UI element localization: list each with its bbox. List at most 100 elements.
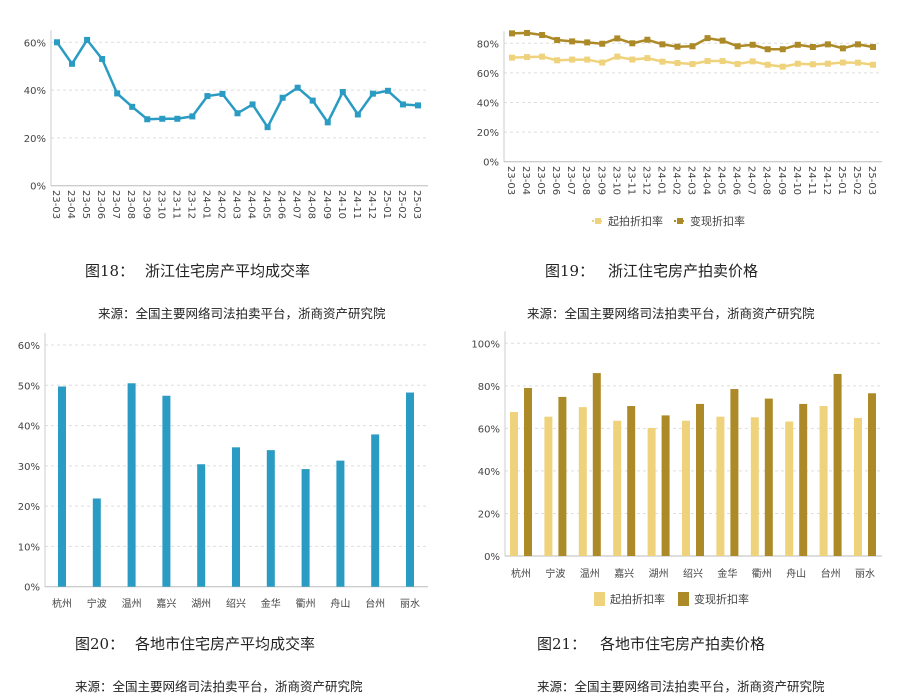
figure-20-source: 来源：全国主要网络司法拍卖平台，浙商资产研究院 <box>75 679 363 694</box>
x-tick-label: 湖州 <box>649 568 669 580</box>
data-point <box>794 60 801 67</box>
x-tick-label: 23-09 <box>595 166 606 195</box>
x-tick-label: 24-11 <box>806 166 817 195</box>
bar <box>558 396 567 556</box>
data-point <box>644 36 651 43</box>
chart-2: 0% 10% 20% 30% 40% 50% 60% 杭州 宁波 温州 嘉兴 湖州 绍兴 金华 衢州 舟山 台州… <box>18 333 428 610</box>
x-tick-label: 23-08 <box>125 190 136 219</box>
y-tick-label: 80% <box>478 382 500 393</box>
x-tick-label: 23-07 <box>565 166 576 195</box>
data-point <box>749 58 756 65</box>
data-point <box>659 58 666 65</box>
chart-1: 0% 20% 40% 60% 80% 23-03 23-04 23-05 23-06 23-07 2… <box>477 29 882 228</box>
legend-marker <box>678 592 689 606</box>
legend-marker <box>677 218 683 224</box>
bar <box>127 383 136 587</box>
x-tick-label: 金华 <box>717 567 737 580</box>
x-tick-label: 24-12 <box>366 190 377 219</box>
x-tick-label: 23-05 <box>80 190 91 219</box>
bar <box>854 417 862 556</box>
x-tick-label: 台州 <box>821 567 841 580</box>
x-tick-label: 24-01 <box>655 166 666 195</box>
bar <box>627 406 636 556</box>
x-tick-label: 湖州 <box>191 598 211 610</box>
data-point <box>870 44 876 50</box>
data-point <box>839 45 846 52</box>
x-tick-label: 24-09 <box>776 166 787 195</box>
x-tick-label: 24-03 <box>231 190 242 219</box>
bar <box>833 373 842 556</box>
data-point <box>779 63 786 70</box>
y-tick-label: 0% <box>484 552 500 563</box>
data-point <box>294 84 301 91</box>
data-point <box>674 59 681 66</box>
data-point <box>659 41 666 48</box>
data-point <box>204 93 211 100</box>
data-point <box>99 56 106 63</box>
data-point <box>569 38 576 45</box>
data-point <box>794 41 801 48</box>
x-tick-label: 23-10 <box>610 166 621 195</box>
data-point <box>509 30 515 37</box>
data-point <box>339 89 346 96</box>
x-tick-label: 24-07 <box>746 166 757 195</box>
x-tick-label: 25-01 <box>836 166 847 195</box>
x-tick-label: 绍兴 <box>226 597 246 610</box>
bar <box>162 395 171 587</box>
data-point <box>764 46 771 53</box>
data-point <box>249 101 256 108</box>
bar <box>58 386 66 587</box>
bar <box>578 407 587 556</box>
data-point <box>870 61 876 68</box>
bar <box>232 447 240 587</box>
data-point <box>749 41 756 48</box>
legend-label: 起拍折扣率 <box>608 214 663 228</box>
data-point <box>114 90 121 97</box>
data-point <box>824 60 831 67</box>
data-point <box>839 59 846 66</box>
y-tick-label: 30% <box>18 462 40 473</box>
x-tick-label: 23-08 <box>580 166 591 195</box>
x-tick-label: 25-01 <box>381 190 392 219</box>
data-point <box>384 87 391 94</box>
x-tick-label: 衢州 <box>296 598 316 610</box>
x-tick-label: 丽水 <box>855 568 875 580</box>
y-tick-label: 0% <box>483 158 499 169</box>
data-point <box>509 54 515 61</box>
data-point <box>219 90 226 97</box>
bar <box>682 420 690 556</box>
chart-0: 0% 20% 40% 60% 23-03 23-04 23-05 23-06 23-07 23-0… <box>24 30 428 219</box>
data-point <box>719 58 726 65</box>
x-tick-label: 23-12 <box>640 166 651 195</box>
x-tick-label: 23-10 <box>155 190 166 219</box>
data-point <box>399 101 406 108</box>
data-point <box>584 56 591 63</box>
x-tick-label: 杭州 <box>511 567 531 580</box>
figure-19-number: 图19： <box>545 262 595 280</box>
x-tick-label: 绍兴 <box>683 567 703 580</box>
data-point <box>415 102 421 109</box>
bar <box>544 416 553 556</box>
x-tick-label: 23-06 <box>95 190 106 219</box>
x-tick-label: 嘉兴 <box>614 567 634 580</box>
data-point <box>629 40 636 47</box>
x-tick-label: 24-08 <box>306 190 317 219</box>
legend-marker <box>595 218 601 224</box>
y-tick-label: 40% <box>477 99 499 110</box>
x-tick-label: 宁波 <box>87 597 107 610</box>
y-tick-label: 60% <box>24 38 46 49</box>
data-point <box>704 35 711 42</box>
data-point <box>719 37 726 44</box>
bar <box>868 393 876 556</box>
y-tick-label: 60% <box>477 69 499 80</box>
figure-21-source: 来源：全国主要网络司法拍卖平台，浙商资产研究院 <box>537 679 825 694</box>
y-tick-label: 10% <box>18 542 40 553</box>
x-tick-label: 23-12 <box>185 190 196 219</box>
figure-20-number: 图20： <box>75 635 125 653</box>
data-point <box>764 61 771 68</box>
x-tick-label: 丽水 <box>400 598 420 610</box>
data-point <box>69 60 76 67</box>
y-tick-label: 60% <box>18 341 40 352</box>
bar <box>524 387 532 556</box>
x-tick-label: 24-12 <box>821 166 832 195</box>
